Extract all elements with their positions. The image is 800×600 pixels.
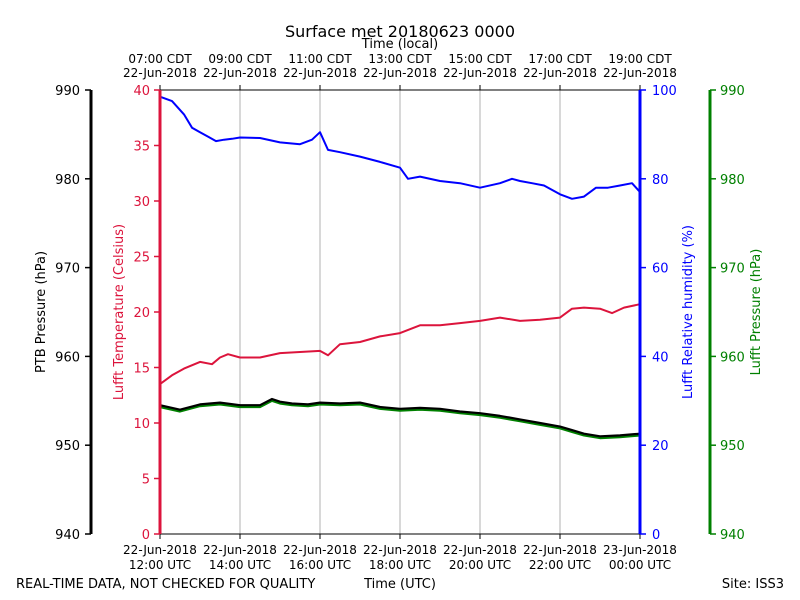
axis-tick-label-rh: 80	[652, 173, 669, 188]
bottom-tick-date: 22-Jun-2018	[363, 543, 437, 557]
axis-tick-label-rh: 100	[652, 84, 677, 99]
axis-tick-label-ptb: 980	[55, 173, 80, 188]
axis-tick-label-temp: 40	[133, 84, 150, 99]
bottom-tick-time: 16:00 UTC	[289, 558, 351, 572]
bottom-tick-time: 00:00 UTC	[609, 558, 671, 572]
axis-tick-label-ptb: 990	[55, 84, 80, 99]
axis-label-lufft_p: Lufft Pressure (hPa)	[749, 249, 764, 376]
series-lufft-temperature	[159, 303, 641, 385]
axis-tick-label-temp: 20	[133, 306, 150, 321]
axis-tick-label-temp: 25	[133, 251, 150, 266]
top-axis-label: Time (local)	[361, 37, 438, 52]
axis-tick-label-temp: 5	[142, 473, 150, 488]
bottom-tick-time: 14:00 UTC	[209, 558, 271, 572]
axis-tick-label-ptb: 950	[55, 439, 80, 454]
axis-tick-label-temp: 30	[133, 195, 150, 210]
bottom-tick-date: 22-Jun-2018	[123, 543, 197, 557]
axis-tick-label-temp: 0	[142, 528, 150, 543]
axis-tick-label-rh: 60	[652, 262, 669, 277]
axis-tick-label-lufft_p: 940	[720, 528, 745, 543]
series-ptb-pressure	[159, 397, 641, 438]
top-tick-time: 19:00 CDT	[608, 52, 672, 66]
bottom-tick-date: 22-Jun-2018	[523, 543, 597, 557]
top-tick-date: 22-Jun-2018	[603, 66, 677, 80]
top-tick-time: 11:00 CDT	[288, 52, 352, 66]
bottom-tick-date: 22-Jun-2018	[283, 543, 357, 557]
axis-label-temp: Lufft Temperature (Celsius)	[112, 224, 127, 400]
axis-label-ptb: PTB Pressure (hPa)	[34, 251, 49, 373]
top-tick-date: 22-Jun-2018	[523, 66, 597, 80]
top-tick-time: 09:00 CDT	[208, 52, 272, 66]
top-tick-date: 22-Jun-2018	[443, 66, 517, 80]
bottom-axis-label: Time (UTC)	[363, 577, 436, 592]
chart-title: Surface met 20180623 0000	[285, 22, 515, 41]
axis-tick-label-rh: 20	[652, 439, 669, 454]
top-tick-time: 15:00 CDT	[448, 52, 512, 66]
axis-tick-label-temp: 15	[133, 362, 150, 377]
site-label: Site: ISS3	[722, 577, 784, 592]
bottom-tick-time: 18:00 UTC	[369, 558, 431, 572]
series-lufft-relative-humidity	[159, 95, 641, 200]
axis-tick-label-rh: 40	[652, 350, 669, 365]
bottom-tick-date: 22-Jun-2018	[203, 543, 277, 557]
axis-tick-label-ptb: 940	[55, 528, 80, 543]
axis-tick-label-temp: 35	[133, 140, 150, 155]
axis-tick-label-temp: 10	[133, 417, 150, 432]
axis-tick-label-lufft_p: 950	[720, 439, 745, 454]
top-tick-time: 17:00 CDT	[528, 52, 592, 66]
top-tick-time: 07:00 CDT	[128, 52, 192, 66]
top-tick-date: 22-Jun-2018	[363, 66, 437, 80]
top-tick-date: 22-Jun-2018	[283, 66, 357, 80]
bottom-tick-time: 22:00 UTC	[529, 558, 591, 572]
footer-quality-note: REAL-TIME DATA, NOT CHECKED FOR QUALITY	[16, 577, 315, 592]
axis-tick-label-ptb: 970	[55, 262, 80, 277]
bottom-tick-date: 23-Jun-2018	[603, 543, 677, 557]
top-tick-time: 13:00 CDT	[368, 52, 432, 66]
series-layer	[159, 95, 641, 440]
bottom-tick-time: 20:00 UTC	[449, 558, 511, 572]
top-tick-date: 22-Jun-2018	[123, 66, 197, 80]
axis-tick-label-lufft_p: 960	[720, 350, 745, 365]
grid	[239, 90, 561, 534]
axis-tick-label-ptb: 960	[55, 350, 80, 365]
axis-label-rh: Lufft Relative humidity (%)	[681, 225, 696, 399]
bottom-tick-time: 12:00 UTC	[129, 558, 191, 572]
axis-tick-label-lufft_p: 980	[720, 173, 745, 188]
axis-tick-label-rh: 0	[652, 528, 660, 543]
top-tick-date: 22-Jun-2018	[203, 66, 277, 80]
series-lufft-pressure	[159, 399, 641, 440]
axis-tick-label-lufft_p: 990	[720, 84, 745, 99]
bottom-tick-date: 22-Jun-2018	[443, 543, 517, 557]
axis-tick-label-lufft_p: 970	[720, 262, 745, 277]
